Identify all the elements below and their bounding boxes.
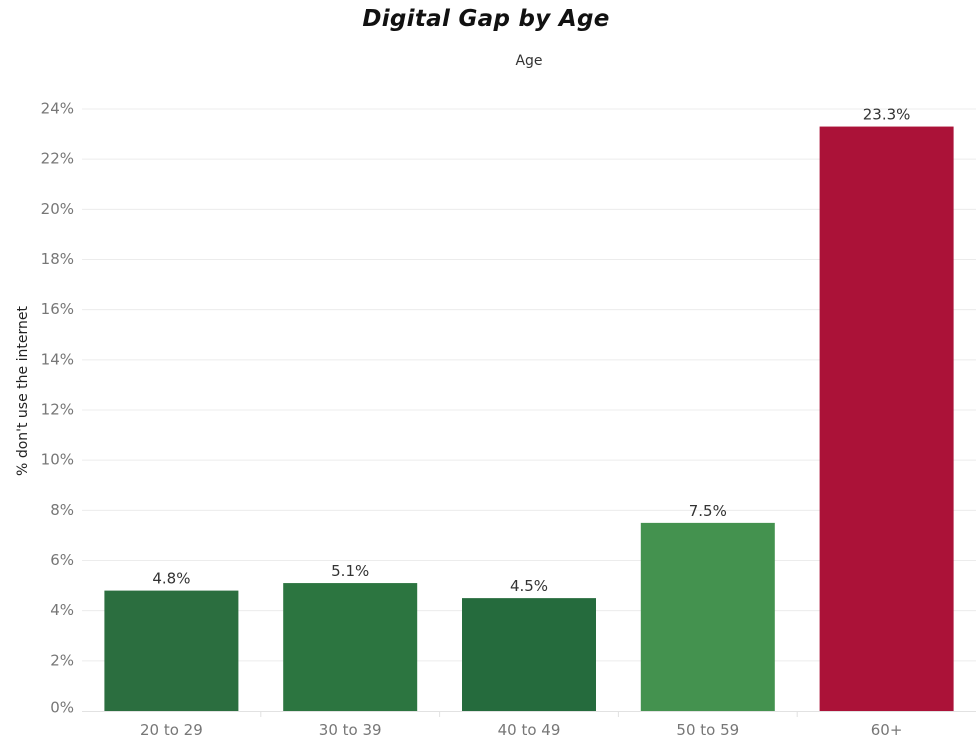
x-tick-label: 40 to 49 [498,721,561,739]
y-tick-label: 2% [50,651,74,669]
y-tick-label: 24% [41,100,74,118]
column-header: Age [515,53,543,69]
y-tick-label: 4% [50,601,74,619]
y-tick-label: 18% [41,250,74,268]
y-tick-label: 20% [41,200,74,218]
data-label: 5.1% [331,562,369,580]
data-label: 4.8% [152,570,190,588]
bar-20-to-29[interactable] [104,590,239,711]
bars [104,126,954,711]
data-label: 7.5% [689,502,727,520]
bar-40-to-49[interactable] [462,598,596,711]
y-tick-label: 16% [41,300,74,318]
x-axis: 20 to 29 30 to 39 40 to 49 50 to 59 60+ [140,711,902,739]
chart-title: Digital Gap by Age [362,6,610,32]
y-axis: 0% 2% 4% 6% 8% 10% 12% 14% 16% 18% 20% 22% 24% [41,100,74,717]
y-tick-label: 10% [41,451,74,469]
data-labels: 4.8% 5.1% 4.5% 7.5% 23.3% [152,106,910,596]
x-tick-label: 60+ [871,721,903,739]
bar-60[interactable] [819,126,954,711]
y-tick-label: 14% [41,350,74,368]
data-label: 23.3% [863,106,911,124]
x-tick-label: 50 to 59 [676,721,739,739]
y-tick-label: 0% [50,699,74,717]
bar-50-to-59[interactable] [640,522,775,711]
x-tick-label: 30 to 39 [319,721,382,739]
data-label: 4.5% [510,577,548,595]
x-tick-label: 20 to 29 [140,721,203,739]
y-tick-label: 8% [50,501,74,519]
y-tick-label: 6% [50,551,74,569]
y-axis-label: % don't use the internet [15,306,31,476]
y-tick-label: 22% [41,150,74,168]
bar-30-to-39[interactable] [283,583,418,711]
y-tick-label: 12% [41,401,74,419]
